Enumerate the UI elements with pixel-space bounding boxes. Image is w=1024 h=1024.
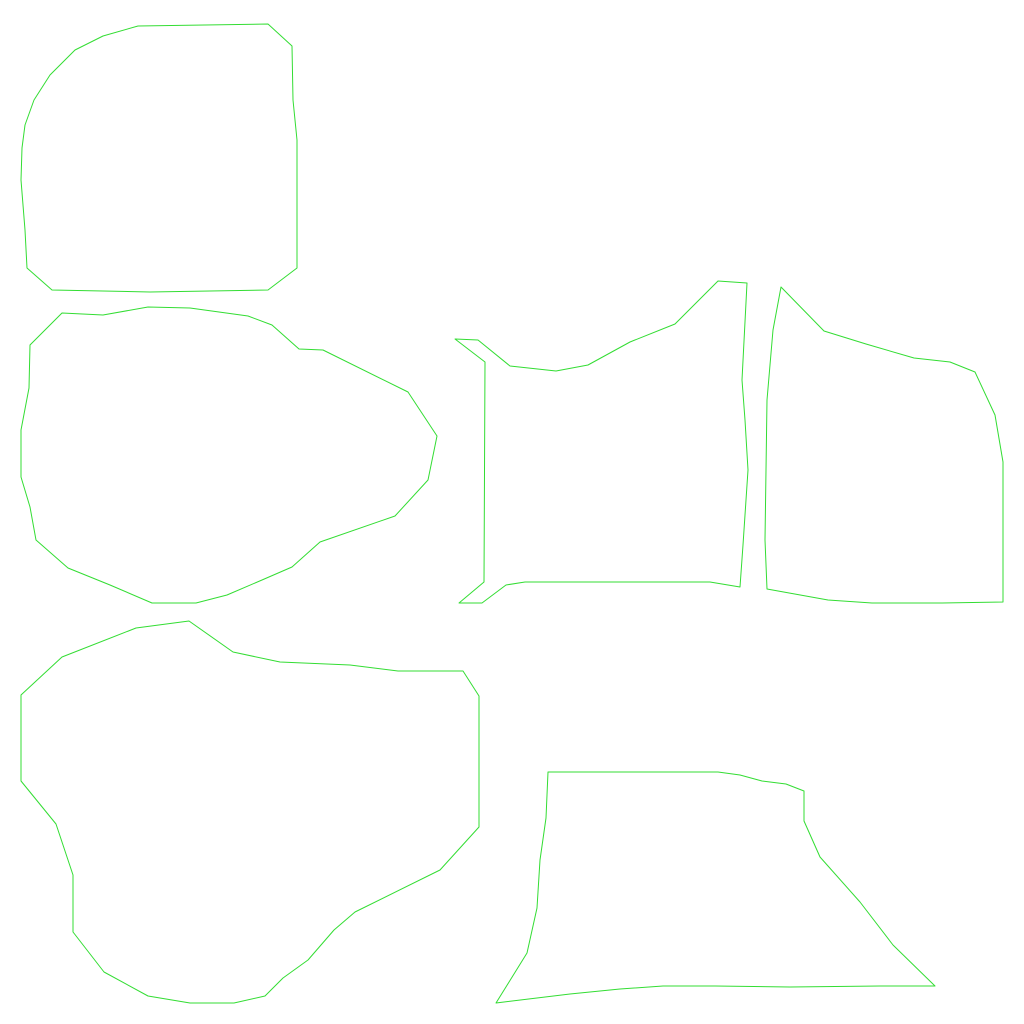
outline-middle-left bbox=[20, 306, 438, 604]
outline-bottom-left bbox=[20, 620, 480, 1004]
outline-top-left bbox=[20, 23, 298, 293]
outline-bottom-right bbox=[495, 771, 936, 1004]
outline-center bbox=[454, 280, 749, 604]
outline-right bbox=[764, 286, 1004, 604]
outline-group bbox=[20, 23, 1004, 1004]
